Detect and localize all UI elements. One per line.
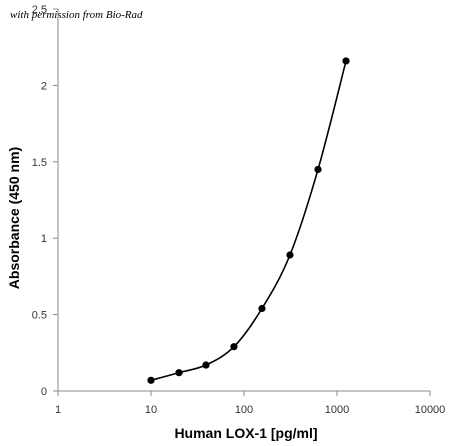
y-axis-title: Absorbance (450 nm): [6, 147, 22, 289]
y-tick-label: 0: [41, 386, 47, 398]
y-tick-label: 1.5: [32, 157, 47, 169]
data-point: [342, 57, 350, 65]
axes: [57, 9, 430, 392]
x-tick-label: 1: [55, 404, 61, 416]
x-tick-label: 10000: [415, 404, 446, 416]
data-point: [314, 165, 322, 174]
x-tick-label: 100: [235, 404, 253, 416]
y-ticks: 0 0.5 1 1.5 2 2.5: [32, 4, 58, 398]
data-point: [147, 376, 155, 384]
data-point: [286, 251, 294, 259]
data-point: [230, 343, 238, 351]
data-point: [258, 304, 266, 313]
x-tick-label: 1000: [325, 404, 349, 416]
y-tick-label: 2.5: [32, 4, 47, 16]
data-point: [175, 369, 183, 377]
y-tick-label: 1: [41, 233, 47, 245]
y-tick-label: 2: [41, 80, 47, 92]
x-tick-label: 10: [145, 404, 157, 416]
watermark-text: with permission from Bio-Rad: [10, 9, 143, 21]
y-tick-label: 0.5: [32, 310, 47, 322]
x-ticks: 1 10 100 1000 10000: [55, 391, 445, 416]
series-curve: [150, 60, 347, 382]
x-axis-title: Human LOX-1 [pg/ml]: [174, 425, 317, 441]
data-point: [202, 361, 210, 369]
data-points: [147, 57, 350, 384]
